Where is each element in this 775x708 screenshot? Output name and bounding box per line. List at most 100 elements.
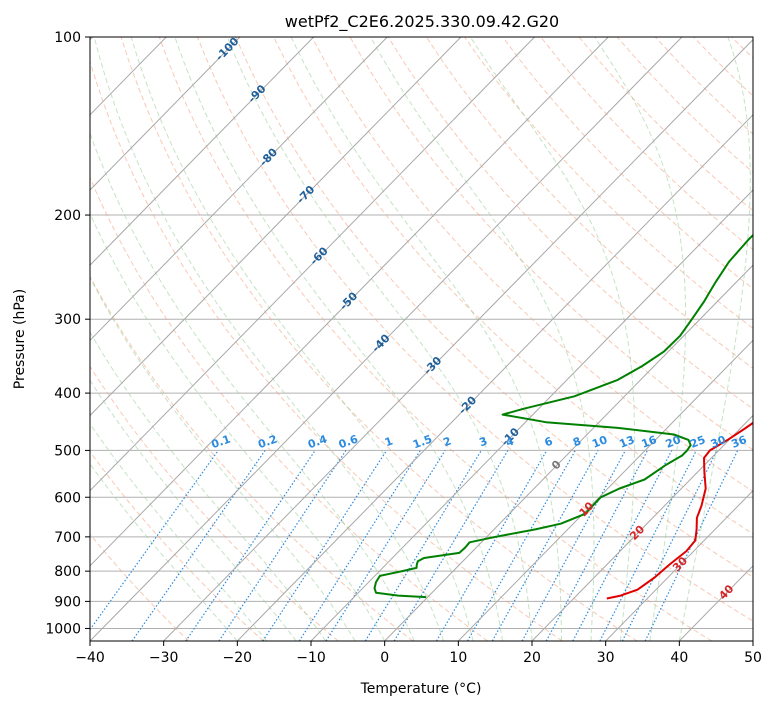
- isotherm-line: [163, 38, 753, 641]
- mixing-ratio-line: [364, 450, 482, 641]
- mixing-ratio-label: 8: [571, 435, 583, 450]
- x-tick-label: −20: [223, 650, 253, 666]
- mixing-ratio-label: 36: [729, 433, 748, 451]
- x-axis-label: Temperature (°C): [360, 681, 482, 697]
- dry-adiabat: [235, 37, 753, 578]
- y-axis-ticks: 100 200 300 400 500 600 700 800 900 1000: [45, 30, 90, 637]
- temperature-line: [606, 421, 753, 600]
- isotherm-line: [605, 489, 753, 641]
- x-tick-label: 40: [670, 650, 688, 666]
- dry-adiabat: [387, 37, 753, 410]
- mixing-ratio-label: 16: [640, 433, 659, 451]
- dry-adiabat: [464, 37, 753, 329]
- dewpoint-line: [373, 233, 753, 599]
- mixing-ratio-line: [298, 450, 421, 641]
- x-tick-label: 50: [744, 650, 762, 666]
- x-tick-label: 30: [597, 650, 615, 666]
- moist-adiabat: [90, 276, 356, 641]
- plot-area: -100-90-80-70-60-50-40-30-20-10010203040…: [90, 37, 753, 641]
- isotherms: [90, 37, 753, 641]
- y-tick-label: 500: [54, 443, 81, 459]
- chart-title: wetPf2_C2E6.2025.330.09.42.G20: [285, 12, 559, 32]
- mixing-ratio-label: 20: [664, 433, 683, 451]
- y-tick-label: 100: [54, 30, 81, 46]
- profile-lines: [373, 233, 753, 600]
- isotherm-line: [90, 37, 241, 191]
- mixing-ratio-label: 13: [617, 433, 636, 451]
- isotherm-line: [90, 37, 683, 641]
- isotherm-line: [531, 414, 753, 641]
- y-tick-label: 400: [54, 386, 81, 402]
- moist-adiabats: [90, 37, 751, 641]
- moist-adiabat: [90, 423, 268, 641]
- dry-adiabat: [90, 275, 414, 641]
- pressure-gridlines: [90, 37, 753, 629]
- mixing-ratio-labels: 0.1 0.2 0.4 0.6 1 1.5 2 3 4 6 8 10 13 16 20 25 30 36: [210, 432, 749, 451]
- mixing-ratio-label: 3: [477, 435, 489, 450]
- moist-adiabat: [130, 37, 474, 641]
- y-tick-label: 900: [54, 594, 81, 610]
- dry-adiabat: [311, 37, 753, 493]
- mixing-ratio-line: [466, 450, 576, 641]
- dry-adiabat: [90, 60, 563, 641]
- mixing-ratio-label: 0.2: [256, 433, 279, 452]
- mixing-ratio-label: 10: [590, 433, 609, 451]
- mixing-ratio-line: [599, 450, 697, 641]
- isotherm-line: [90, 37, 462, 417]
- x-tick-label: 10: [449, 650, 467, 666]
- x-tick-label: 20: [523, 650, 541, 666]
- y-tick-label: 300: [54, 312, 81, 328]
- moist-adiabat: [90, 331, 327, 641]
- moist-adiabat: [90, 463, 238, 641]
- y-tick-label: 800: [54, 564, 81, 580]
- x-axis-ticks: −40 −30 −20 −10 0 10 20 30 40 50: [75, 641, 762, 666]
- moist-adiabat: [370, 37, 595, 641]
- isotherm-line: [90, 37, 609, 567]
- mixing-ratio-line: [491, 450, 599, 641]
- mixing-ratio-label: 2: [441, 435, 453, 450]
- isotherm-line: [236, 114, 753, 641]
- moist-adiabat: [290, 37, 562, 641]
- mixing-ratio-label: 1: [383, 435, 395, 450]
- isotherm-line: [90, 37, 314, 266]
- mixing-ratio-label: 30: [709, 433, 728, 451]
- y-tick-label: 700: [54, 530, 81, 546]
- mixing-ratio-line: [131, 450, 266, 641]
- moist-adiabat: [226, 37, 533, 641]
- moist-adiabat: [90, 379, 297, 641]
- dry-adiabat: [90, 533, 190, 641]
- moist-adiabat: [594, 37, 687, 641]
- mixing-ratio-line: [621, 450, 718, 641]
- moist-adiabat: [90, 212, 386, 641]
- mixing-ratio-line: [90, 450, 219, 631]
- dry-adiabat: [120, 37, 638, 641]
- mixing-ratio-line: [325, 450, 446, 641]
- dry-adiabat: [158, 37, 712, 641]
- isotherm-line: [310, 189, 753, 641]
- mixing-ratio-label: 25: [688, 433, 707, 451]
- x-tick-label: −40: [75, 650, 105, 666]
- dry-adiabat: [273, 37, 753, 535]
- y-tick-label: 600: [54, 490, 81, 506]
- mixing-ratio-line: [521, 450, 626, 641]
- isotherm-line: [90, 37, 535, 492]
- mixing-ratio-label: 0.6: [337, 432, 360, 451]
- x-tick-label: −10: [296, 650, 326, 666]
- mixing-ratio-line: [262, 450, 388, 641]
- mixing-ratio-label: 0.1: [210, 433, 233, 452]
- plot-frame: [89, 36, 754, 642]
- moist-adiabat: [93, 37, 445, 641]
- moist-adiabat: [174, 37, 503, 641]
- y-axis-label: Pressure (hPa): [12, 289, 28, 389]
- moist-adiabat: [678, 37, 751, 641]
- mixing-ratio-line: [572, 450, 673, 641]
- moist-adiabat: [469, 37, 636, 641]
- isotherm-line: [90, 37, 388, 342]
- x-tick-label: 0: [380, 650, 389, 666]
- x-tick-label: −30: [149, 650, 179, 666]
- y-tick-label: 200: [54, 208, 81, 224]
- y-tick-label: 1000: [45, 621, 81, 637]
- mixing-ratio-label: 0.4: [306, 432, 329, 451]
